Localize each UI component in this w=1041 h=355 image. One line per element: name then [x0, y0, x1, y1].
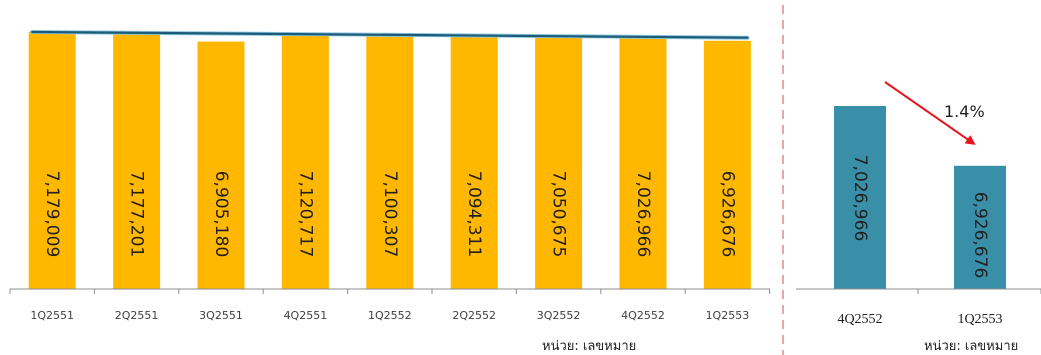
- right-unit-label: หน่วย: เลขหมาย: [924, 339, 1018, 354]
- category-label: 2Q2551: [115, 309, 159, 322]
- decrease-arrow: [884, 81, 976, 145]
- category-label: 4Q2552: [837, 312, 882, 327]
- trendline: [31, 30, 749, 39]
- bar-1Q2553: [703, 40, 751, 289]
- bar-3Q2552: [535, 36, 583, 290]
- bar-1Q2552: [366, 34, 414, 289]
- bar-4Q2551: [281, 33, 329, 289]
- left-unit-label: หน่วย: เลขหมาย: [542, 339, 636, 354]
- bar-2Q2551: [113, 31, 161, 290]
- category-label: 1Q2551: [30, 309, 74, 322]
- bar-value-label: 7,179,009: [42, 171, 62, 258]
- bar-value-label: 6,926,676: [970, 192, 990, 279]
- bar-2Q2552: [450, 34, 498, 289]
- bar-1Q2553: [954, 165, 1006, 289]
- left-bar-chart: 7,179,009 7,177,201 6,905,180 7,120,717 7,10…: [9, 30, 771, 354]
- right-bar-chart: 7,026,966 6,926,676 4Q2552 1Q2553 1.4% หน่…: [796, 81, 1041, 354]
- bar-value-label: 6,905,180: [211, 171, 231, 258]
- bar-4Q2552: [619, 37, 667, 290]
- change-percent-label: 1.4%: [944, 102, 985, 121]
- bar-value-label: 7,026,966: [633, 171, 653, 258]
- bar-value-label: 6,926,676: [717, 171, 737, 258]
- bar-value-label: 7,177,201: [127, 171, 147, 258]
- bar-3Q2551: [197, 41, 245, 289]
- category-label: 4Q2551: [284, 309, 328, 322]
- category-label: 2Q2552: [452, 309, 496, 322]
- category-label: 1Q2553: [957, 312, 1002, 327]
- category-label: 4Q2552: [621, 309, 665, 322]
- bar-value-label: 7,026,966: [850, 155, 870, 242]
- bar-1Q2551: [28, 31, 76, 290]
- category-label: 3Q2551: [199, 309, 243, 322]
- category-label: 1Q2553: [706, 309, 750, 322]
- bar-value-label: 7,050,675: [549, 171, 569, 258]
- category-label: 1Q2552: [368, 309, 412, 322]
- category-label: 3Q2552: [537, 309, 581, 322]
- bar-4Q2552: [834, 106, 886, 289]
- bar-value-label: 7,094,311: [464, 171, 484, 258]
- bar-value-label: 7,120,717: [295, 171, 315, 258]
- bar-value-label: 7,100,307: [380, 171, 400, 258]
